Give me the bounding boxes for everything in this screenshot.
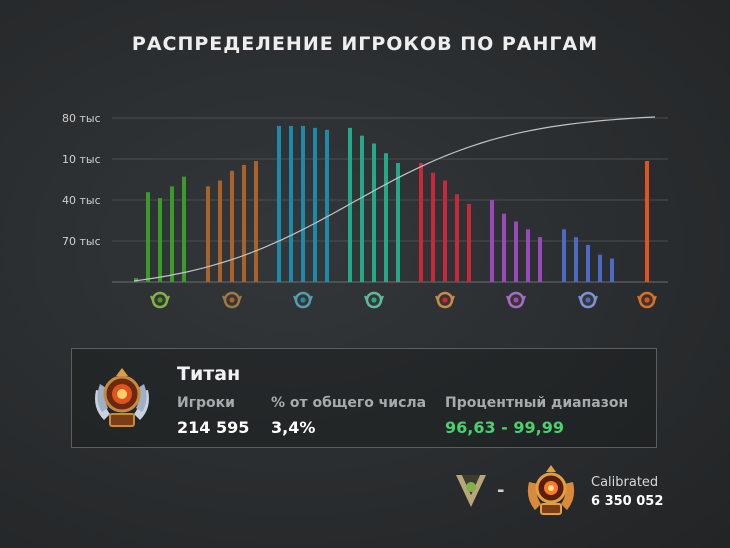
bar: [396, 162, 400, 282]
bar: [574, 237, 578, 282]
rank-emblem-icon: [578, 291, 598, 309]
bar: [562, 229, 566, 282]
bar: [360, 135, 364, 282]
bar: [443, 180, 447, 282]
bar: [182, 176, 186, 282]
bar: [170, 186, 174, 282]
players-label: Игроки: [177, 395, 235, 411]
bar: [146, 192, 150, 282]
bar: [218, 180, 222, 282]
bar: [313, 127, 317, 282]
y-tick-label: 70 тыс: [62, 235, 101, 248]
bar: [254, 161, 258, 282]
y-tick-label: 10 тыс: [62, 153, 101, 166]
bar: [502, 213, 506, 282]
bar: [598, 254, 602, 282]
bar: [242, 164, 246, 282]
share-label: % от общего числа: [271, 395, 427, 411]
share-value: 3,4%: [271, 418, 316, 437]
cumulative-percentile-line: [133, 116, 656, 282]
rank-emblem-icon: [435, 291, 455, 309]
bar: [301, 125, 305, 282]
bar: [455, 194, 459, 282]
chart-title: РАСПРЕДЕЛЕНИЕ ИГРОКОВ ПО РАНГАМ: [131, 33, 599, 55]
y-tick-label: 40 тыс: [62, 194, 101, 207]
bar: [610, 258, 614, 282]
calibrated-value: 6 350 052: [591, 494, 664, 509]
bar: [230, 170, 234, 282]
bar: [325, 129, 329, 282]
bar: [134, 278, 138, 282]
percentile-range-label: Процентный диапазон: [445, 395, 629, 411]
bar: [419, 162, 423, 282]
players-value: 214 595: [177, 418, 250, 437]
bar: [372, 143, 376, 282]
bar: [490, 200, 494, 282]
rank-name: Титан: [177, 363, 241, 385]
percentile-range-value: 96,63 - 99,99: [445, 418, 564, 437]
rank-emblem-icon: [222, 291, 242, 309]
range-dash: -: [497, 480, 505, 501]
bar: [526, 229, 530, 282]
bar: [538, 237, 542, 282]
bar: [645, 161, 649, 282]
rank-emblem-icon: [293, 291, 313, 309]
bar: [206, 186, 210, 282]
bar: [467, 203, 471, 282]
rank-emblem-icon: [150, 291, 170, 309]
bar: [277, 125, 281, 282]
rank-emblem-icon: [364, 291, 384, 309]
calibrated-label: Calibrated: [591, 475, 659, 490]
bar: [289, 125, 293, 282]
bar: [384, 153, 388, 282]
herald-rank-emblem-icon: [456, 475, 486, 507]
bar: [586, 244, 590, 282]
rank-info-panel: Титан Игроки 214 595 % от общего числа 3…: [71, 348, 657, 448]
rank-distribution-chart: 80 тыс 10 тыс 40 тыс 70 тыс: [62, 112, 668, 309]
rank-emblem-icon: [506, 291, 526, 309]
y-tick-label: 80 тыс: [62, 112, 101, 125]
bar: [431, 172, 435, 282]
rank-emblem-icon: [637, 291, 657, 309]
titan-rank-emblem-icon: [527, 465, 575, 515]
titan-rank-emblem-icon: [95, 368, 149, 427]
bar: [158, 198, 162, 282]
bar: [348, 127, 352, 282]
bar: [514, 221, 518, 282]
